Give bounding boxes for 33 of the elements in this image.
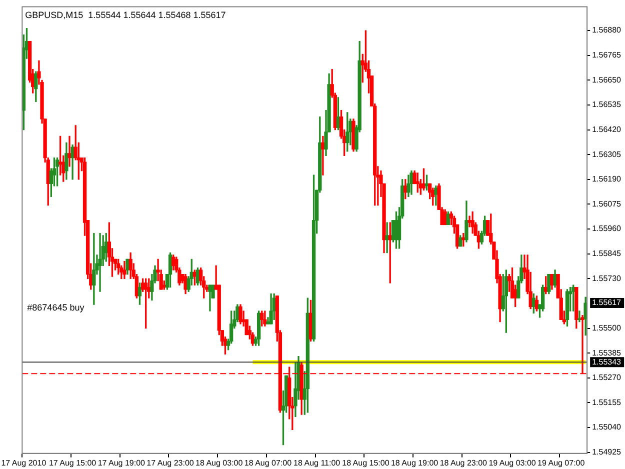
y-tick-label: 1.55385: [592, 348, 622, 358]
x-tick-label: 17 Aug 19:00: [98, 458, 146, 468]
y-tick-label: 1.55500: [592, 323, 622, 332]
y-tick-label: 1.55270: [592, 373, 622, 382]
x-tick-label: 18 Aug 03:00: [196, 458, 244, 468]
text: 1.55617: [592, 298, 622, 308]
y-tick-label: 1.56190: [592, 174, 622, 184]
x-tick-label: 18 Aug 23:00: [440, 458, 488, 468]
y-tick-label: 1.55845: [592, 249, 622, 258]
y-tick-label: 1.56420: [592, 124, 622, 134]
x-tick-label: 18 Aug 15:00: [342, 458, 390, 468]
chart-title: GBPUSD,M15 1.55544 1.55644 1.55468 1.55617: [25, 10, 226, 20]
y-tick-label: 1.56650: [592, 75, 622, 84]
ref-line-label: 1.55343: [592, 357, 622, 366]
y-tick-label: 1.55960: [592, 224, 622, 234]
y-tick-label: 1.55040: [592, 422, 622, 432]
annotation: #8674645 buy: [27, 302, 85, 313]
y-tick-label: 1.54925: [592, 448, 622, 457]
y-tick-label: 1.55730: [592, 274, 622, 283]
x-tick-label: 19 Aug 07:00: [538, 458, 586, 468]
y-tick-label: 1.55155: [592, 398, 622, 407]
x-tick-label: 18 Aug 11:00: [294, 458, 341, 468]
y-tick-label: 1.56765: [592, 50, 622, 60]
x-tick-label: 18 Aug 19:00: [390, 458, 439, 468]
x-tick-label: 17 Aug 2010: [1, 458, 47, 468]
x-tick-label: 17 Aug 15:00: [48, 458, 97, 468]
x-tick-label: 18 Aug 07:00: [244, 458, 292, 468]
y-tick-label: 1.56880: [592, 26, 622, 35]
x-tick-label: 17 Aug 23:00: [146, 458, 194, 468]
y-tick-label: 1.56075: [592, 199, 622, 208]
y-tick-label: 1.56305: [592, 150, 622, 159]
x-tick-label: 19 Aug 03:00: [488, 458, 536, 468]
y-tick-label: 1.56535: [592, 100, 622, 110]
